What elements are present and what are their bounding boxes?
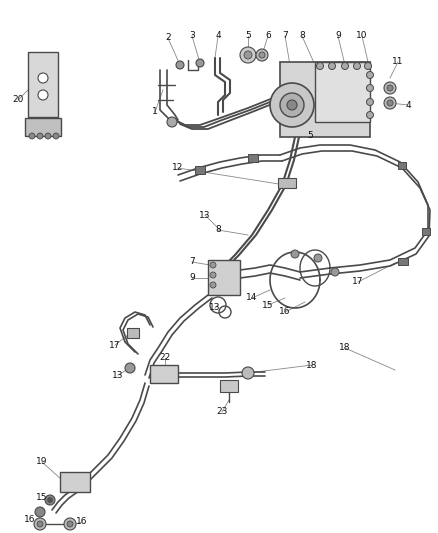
FancyBboxPatch shape: [127, 328, 139, 338]
FancyBboxPatch shape: [150, 365, 178, 383]
Circle shape: [67, 521, 73, 527]
FancyBboxPatch shape: [208, 260, 240, 295]
Circle shape: [45, 133, 51, 139]
Circle shape: [364, 62, 371, 69]
Circle shape: [353, 62, 360, 69]
Circle shape: [331, 268, 339, 276]
Circle shape: [367, 71, 374, 78]
Circle shape: [367, 111, 374, 118]
Circle shape: [210, 272, 216, 278]
Circle shape: [210, 282, 216, 288]
Circle shape: [240, 47, 256, 63]
Circle shape: [259, 52, 265, 58]
Text: 17: 17: [109, 341, 121, 350]
Circle shape: [384, 82, 396, 94]
Circle shape: [47, 497, 53, 503]
Circle shape: [176, 61, 184, 69]
Circle shape: [367, 99, 374, 106]
Text: 17: 17: [352, 278, 364, 287]
Text: 23: 23: [216, 408, 228, 416]
Circle shape: [342, 62, 349, 69]
FancyBboxPatch shape: [28, 52, 58, 117]
Text: 16: 16: [279, 308, 291, 317]
Circle shape: [270, 83, 314, 127]
Circle shape: [45, 495, 55, 505]
Circle shape: [38, 73, 48, 83]
Text: 8: 8: [299, 31, 305, 41]
Circle shape: [387, 100, 393, 106]
Text: 6: 6: [265, 31, 271, 41]
Text: 1: 1: [152, 108, 158, 117]
Text: 13: 13: [199, 211, 211, 220]
Circle shape: [34, 518, 46, 530]
Circle shape: [387, 85, 393, 91]
Text: 9: 9: [335, 31, 341, 41]
Circle shape: [384, 97, 396, 109]
Circle shape: [35, 507, 45, 517]
Text: 7: 7: [189, 257, 195, 266]
Text: 8: 8: [215, 225, 221, 235]
Circle shape: [244, 51, 252, 59]
FancyBboxPatch shape: [25, 118, 61, 136]
Text: 5: 5: [307, 131, 313, 140]
Circle shape: [37, 521, 43, 527]
Circle shape: [242, 367, 254, 379]
Circle shape: [29, 133, 35, 139]
Text: 16: 16: [76, 518, 88, 527]
Text: 10: 10: [356, 31, 368, 41]
Circle shape: [125, 363, 135, 373]
Circle shape: [64, 518, 76, 530]
Circle shape: [256, 49, 268, 61]
Text: 7: 7: [282, 31, 288, 41]
Text: 4: 4: [405, 101, 411, 109]
Text: 19: 19: [36, 457, 48, 466]
Text: 5: 5: [245, 31, 251, 41]
Text: 20: 20: [12, 95, 24, 104]
Text: 12: 12: [172, 164, 184, 173]
Circle shape: [287, 100, 297, 110]
Circle shape: [196, 59, 204, 67]
Text: 3: 3: [189, 31, 195, 41]
Text: 14: 14: [246, 294, 258, 303]
Text: 18: 18: [306, 360, 318, 369]
Text: 18: 18: [339, 343, 351, 352]
Circle shape: [291, 250, 299, 258]
Circle shape: [367, 85, 374, 92]
Text: 11: 11: [392, 58, 404, 67]
FancyBboxPatch shape: [398, 162, 406, 169]
FancyBboxPatch shape: [278, 178, 296, 188]
Circle shape: [328, 62, 336, 69]
Text: 15: 15: [262, 301, 274, 310]
FancyBboxPatch shape: [248, 154, 258, 162]
FancyBboxPatch shape: [422, 228, 430, 235]
Text: 13: 13: [112, 370, 124, 379]
Circle shape: [38, 90, 48, 100]
FancyBboxPatch shape: [398, 258, 408, 265]
Circle shape: [314, 254, 322, 262]
Text: 2: 2: [165, 34, 171, 43]
FancyBboxPatch shape: [315, 62, 370, 122]
FancyBboxPatch shape: [220, 380, 238, 392]
Text: 13: 13: [209, 303, 221, 312]
FancyBboxPatch shape: [60, 472, 90, 492]
Circle shape: [167, 117, 177, 127]
Circle shape: [317, 62, 324, 69]
Circle shape: [280, 93, 304, 117]
Circle shape: [37, 133, 43, 139]
Text: 16: 16: [24, 515, 36, 524]
Text: 9: 9: [189, 273, 195, 282]
Circle shape: [210, 262, 216, 268]
Circle shape: [53, 133, 59, 139]
Text: 15: 15: [36, 494, 48, 503]
FancyBboxPatch shape: [280, 62, 370, 137]
Text: 22: 22: [159, 353, 171, 362]
FancyBboxPatch shape: [195, 166, 205, 174]
Text: 4: 4: [215, 31, 221, 41]
